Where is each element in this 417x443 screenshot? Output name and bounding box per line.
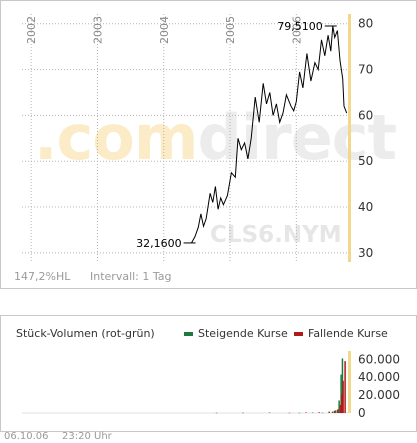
legend-falling-label: Fallende Kurse (308, 327, 388, 340)
volume-bar-1-4 (305, 412, 307, 413)
price-chart: 30 40 50 60 70 80 2002 2003 2004 2005 2006 32,1600 7… (22, 14, 373, 262)
volume-ytick-label-1: 20.000 (358, 388, 400, 402)
volume-bar-1-11 (342, 380, 344, 413)
price-ytick-label-5: 80 (358, 17, 373, 31)
volume-bar-0-4 (335, 410, 337, 413)
volume-accent-bar (348, 351, 351, 413)
volume-bar-1-5 (318, 412, 321, 413)
volume-bar-0-5 (338, 400, 340, 413)
price-ytick-label-1: 40 (358, 200, 373, 214)
volume-bar-1-10 (341, 394, 343, 413)
volume-bar-1-9 (339, 404, 342, 413)
range-label: 147,2%HL (14, 270, 71, 283)
watermark-brand: .com (34, 101, 199, 174)
footer-date: 06.10.06 (4, 431, 49, 442)
price-annotation-0: 32,1600 (136, 237, 182, 250)
volume-ytick-label-2: 40.000 (358, 370, 400, 384)
volume-title: Stück-Volumen (rot-grün) (16, 327, 155, 340)
volume-chart: 0 20.000 40.000 60.000 (22, 351, 400, 420)
volume-bar-1-2 (268, 412, 271, 414)
volume-bar-1-7 (333, 410, 336, 413)
price-year-label-0: 2002 (25, 16, 38, 44)
price-year-label-4: 2006 (290, 16, 303, 44)
price-ytick-label-2: 50 (358, 154, 373, 168)
price-ytick-label-0: 30 (358, 246, 373, 260)
legend-falling: Fallende Kurse (294, 328, 388, 340)
volume-bar-1-12 (344, 361, 346, 413)
volume-bar-1-3 (288, 412, 291, 414)
volume-bar-0-2 (321, 412, 324, 414)
price-year-label-3: 2005 (224, 16, 237, 44)
price-year-label-2: 2004 (158, 16, 171, 44)
price-ytick-label-3: 60 (358, 108, 373, 122)
price-chart-panel (0, 0, 417, 289)
legend-falling-swatch (294, 332, 303, 336)
price-line (191, 25, 348, 244)
volume-bar-0-3 (331, 411, 334, 413)
ticker-watermark: CLS6.NYM (210, 222, 342, 248)
volume-ytick-label-0: 0 (358, 406, 366, 420)
volume-bar-1-8 (337, 409, 339, 413)
price-ytick-label-4: 70 (358, 63, 373, 77)
interval-label: Intervall: 1 Tag (90, 270, 172, 283)
volume-bar-1-6 (328, 411, 330, 413)
volume-bar-1-1 (242, 412, 244, 414)
watermark-logo: .comdirect (34, 107, 397, 169)
legend-rising-label: Steigende Kurse (198, 327, 288, 340)
volume-bar-1-0 (215, 412, 218, 414)
price-year-label-1: 2003 (91, 16, 104, 44)
volume-bar-0-0 (298, 412, 301, 414)
volume-bar-0-1 (311, 412, 314, 414)
watermark-name: direct (197, 101, 398, 174)
legend-rising-swatch (184, 332, 193, 336)
volume-bar-0-6 (340, 374, 342, 413)
price-annotation-1: 79,5100 (277, 20, 323, 33)
footer-time: 23:20 Uhr (62, 431, 112, 442)
volume-ytick-label-3: 60.000 (358, 352, 400, 366)
legend-rising: Steigende Kurse (184, 328, 288, 340)
price-accent-bar (348, 14, 351, 262)
